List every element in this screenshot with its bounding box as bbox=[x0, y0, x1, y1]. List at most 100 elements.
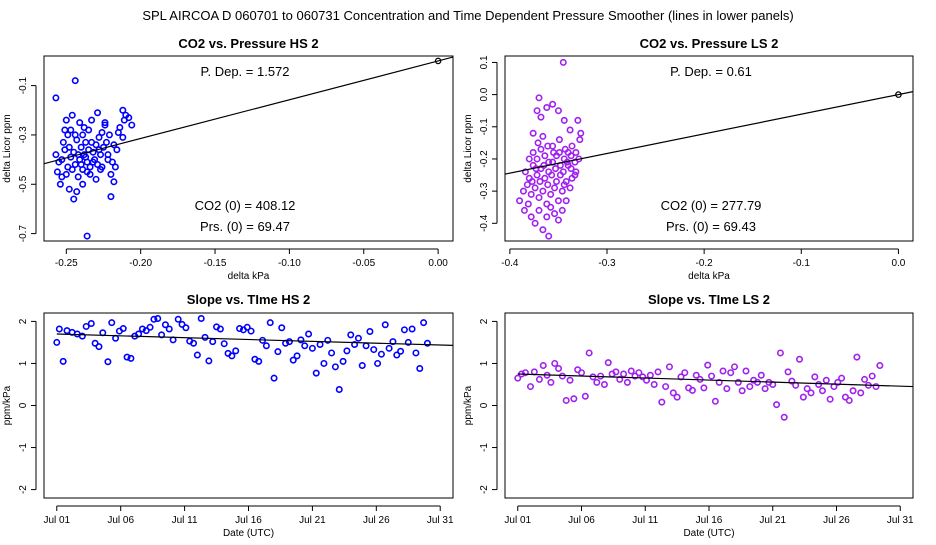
data-point bbox=[278, 324, 286, 332]
data-point bbox=[549, 100, 557, 108]
data-point bbox=[551, 359, 559, 367]
data-point bbox=[64, 163, 72, 171]
data-point bbox=[236, 325, 244, 333]
data-point bbox=[704, 361, 712, 369]
data-point bbox=[377, 350, 385, 358]
data-point bbox=[169, 336, 177, 344]
data-point bbox=[826, 395, 834, 403]
y-axis-label: delta Licor ppm bbox=[2, 114, 13, 182]
data-point bbox=[247, 327, 255, 335]
data-point bbox=[536, 177, 544, 185]
data-point bbox=[74, 173, 82, 181]
data-point bbox=[120, 116, 128, 124]
data-point bbox=[788, 377, 796, 385]
x-axis-label: Date (UTC) bbox=[223, 528, 274, 539]
p-dep-annotation: P. Dep. = 1.572 bbox=[200, 64, 289, 79]
plot-area bbox=[53, 314, 453, 394]
y-tick-label: -0.2 bbox=[479, 150, 490, 168]
data-point bbox=[857, 389, 865, 397]
fit-line bbox=[505, 91, 913, 175]
data-point bbox=[104, 151, 112, 159]
data-point bbox=[89, 158, 97, 166]
chart-title: CO2 vs. Pressure LS 2 bbox=[640, 36, 779, 51]
data-point bbox=[555, 136, 563, 144]
data-point bbox=[554, 107, 562, 115]
y-tick-label: 0 bbox=[479, 402, 490, 408]
data-point bbox=[593, 378, 601, 386]
x-tick-label: -0.2 bbox=[696, 258, 714, 269]
y-axis-label: delta Licor ppm bbox=[463, 114, 474, 182]
x-tick-label: 0.0 bbox=[891, 258, 905, 269]
data-point bbox=[528, 177, 536, 185]
origin-point bbox=[434, 57, 442, 65]
data-point bbox=[389, 338, 397, 346]
data-point bbox=[799, 393, 807, 401]
data-point bbox=[101, 119, 109, 127]
data-point bbox=[86, 163, 94, 171]
x-tick-label: Jul 26 bbox=[363, 515, 390, 526]
data-point bbox=[205, 357, 213, 365]
data-point bbox=[70, 195, 78, 203]
data-point bbox=[567, 165, 575, 173]
page-title: SPL AIRCOA D 060701 to 060731 Concentrat… bbox=[142, 8, 793, 23]
data-point bbox=[572, 168, 580, 176]
x-axis-label: Date (UTC) bbox=[683, 528, 734, 539]
data-point bbox=[83, 232, 91, 240]
data-point bbox=[119, 106, 127, 114]
data-point bbox=[719, 367, 727, 375]
data-point bbox=[52, 151, 60, 159]
data-point bbox=[577, 369, 585, 377]
data-point bbox=[52, 94, 60, 102]
data-point bbox=[780, 413, 788, 421]
data-point bbox=[71, 161, 79, 169]
data-point bbox=[585, 349, 593, 357]
data-point bbox=[53, 168, 61, 176]
y-tick-label: -0.5 bbox=[18, 175, 29, 193]
origin-point bbox=[895, 91, 902, 98]
data-point bbox=[123, 353, 131, 361]
data-point bbox=[708, 372, 716, 380]
y-tick-label: 2 bbox=[479, 318, 490, 324]
data-point bbox=[97, 165, 105, 173]
data-point bbox=[558, 372, 566, 380]
data-point bbox=[343, 347, 351, 355]
data-point bbox=[533, 171, 541, 179]
data-point bbox=[734, 378, 742, 386]
x-tick-label: Jul 11 bbox=[632, 515, 658, 526]
data-point bbox=[566, 184, 574, 192]
data-point bbox=[335, 386, 343, 394]
x-tick-label: -0.05 bbox=[352, 258, 375, 269]
data-point bbox=[541, 174, 549, 182]
data-point bbox=[547, 378, 555, 386]
data-point bbox=[723, 385, 731, 393]
data-point bbox=[102, 138, 110, 146]
y-tick-label: 0.0 bbox=[479, 87, 490, 101]
data-point bbox=[77, 161, 85, 169]
data-point bbox=[297, 336, 305, 344]
data-point bbox=[535, 194, 543, 202]
data-point bbox=[358, 362, 366, 370]
data-point bbox=[520, 206, 528, 214]
x-tick-label: Jul 31 bbox=[887, 515, 914, 526]
data-point bbox=[521, 369, 529, 377]
data-point bbox=[351, 341, 359, 349]
data-point bbox=[547, 203, 555, 211]
data-point bbox=[92, 175, 100, 183]
data-point bbox=[534, 139, 542, 147]
data-point bbox=[539, 226, 547, 234]
x-tick-label: Jul 16 bbox=[235, 515, 262, 526]
data-point bbox=[539, 362, 547, 370]
data-point bbox=[354, 334, 362, 342]
data-point bbox=[270, 374, 278, 382]
x-tick-label: Jul 11 bbox=[172, 515, 198, 526]
y-tick-label: 1 bbox=[18, 360, 29, 366]
data-point bbox=[59, 138, 67, 146]
data-point bbox=[107, 170, 115, 178]
fit-line bbox=[517, 373, 913, 388]
data-point bbox=[811, 373, 819, 381]
data-point bbox=[305, 330, 313, 338]
data-point bbox=[77, 143, 85, 151]
data-point bbox=[62, 116, 70, 124]
x-tick-label: Jul 06 bbox=[568, 515, 595, 526]
data-point bbox=[142, 327, 150, 335]
